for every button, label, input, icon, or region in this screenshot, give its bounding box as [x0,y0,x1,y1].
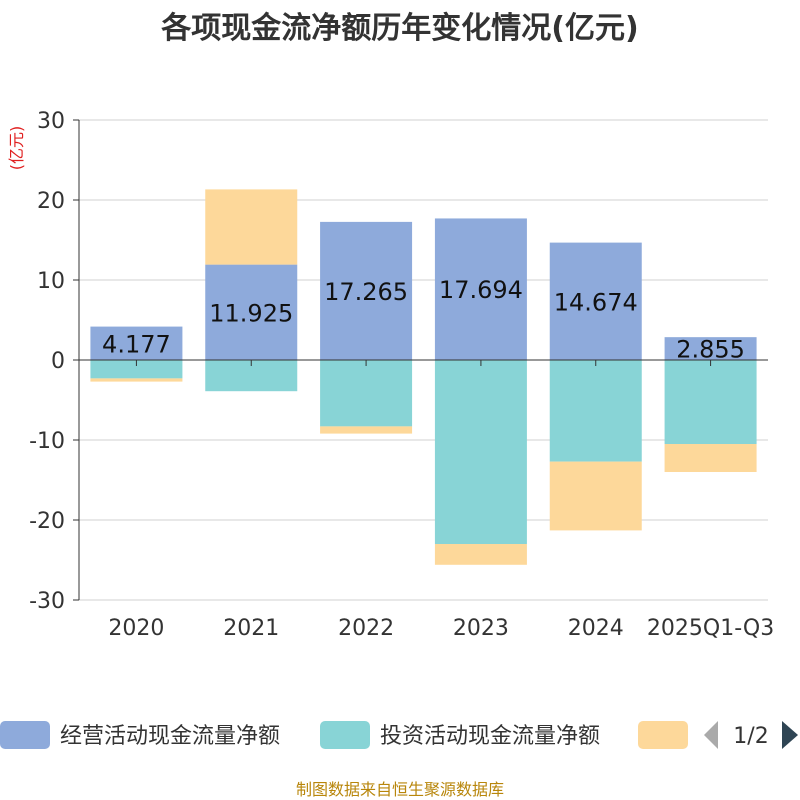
axes: 30 20 10 0 -10 -20 -30 2020 2021 2022 2023 2024 2025… [29,109,774,641]
data-label: 17.265 [324,278,408,306]
y-tick-label: -20 [29,509,65,534]
x-tick-label: 2023 [453,616,509,641]
y-tick-label: 30 [37,109,65,134]
bar-1-2020[interactable] [90,326,183,360]
legend-pager[interactable]: 1/2 [704,721,798,749]
legend-swatch[interactable] [638,721,688,749]
bar-3-2023[interactable] [434,544,527,565]
bars [90,189,757,565]
data-label: 4.177 [102,330,171,358]
bar-1-2025Q1-Q3[interactable] [664,337,757,360]
y-tick-label: 0 [51,349,65,374]
x-tick-label: 2025Q1-Q3 [647,616,774,641]
legend-label[interactable]: 经营活动现金流量净额 [60,724,280,749]
y-tick-label: -30 [29,589,65,614]
legend-page-indicator: 1/2 [733,724,768,749]
x-tick-label: 2020 [108,616,164,641]
bar-3-2020[interactable] [90,378,183,382]
gridlines [79,119,768,601]
chart-title: 各项现金流净额历年变化情况(亿元) [160,11,638,46]
legend-swatch[interactable] [0,721,50,749]
bar-3-2025Q1-Q3[interactable] [664,444,757,472]
bar-1-2021[interactable] [205,264,298,360]
legend-next-page-icon[interactable] [782,721,798,749]
bar-2-2023[interactable] [434,360,527,544]
bar-3-2022[interactable] [320,426,413,434]
bar-3-2021[interactable] [205,189,298,265]
y-axis-unit: (亿元) [7,126,26,171]
bar-3-2024[interactable] [549,461,642,531]
legend-swatch[interactable] [320,721,370,749]
bar-1-2023[interactable] [434,218,527,360]
data-labels: 4.177 11.925 17.265 17.694 14.674 2.855 [102,276,745,363]
bar-2-2025Q1-Q3[interactable] [664,360,757,444]
bar-2-2024[interactable] [549,360,642,462]
data-source: 制图数据来自恒生聚源数据库 [296,780,504,799]
data-label: 17.694 [439,276,523,304]
x-tick-label: 2024 [568,616,624,641]
legend-label[interactable]: 投资活动现金流量净额 [380,724,600,749]
bar-2-2022[interactable] [320,360,413,427]
bar-1-2022[interactable] [320,221,413,360]
bar-2-2020[interactable] [90,360,183,379]
y-tick-label: -10 [29,429,65,454]
data-label: 2.855 [676,336,745,364]
data-label: 14.674 [554,288,638,316]
x-tick-label: 2022 [338,616,394,641]
legend-prev-page-icon[interactable] [704,721,718,749]
y-tick-label: 20 [37,189,65,214]
y-tick-label: 10 [37,269,65,294]
bar-1-2024[interactable] [549,242,642,360]
x-tick-label: 2021 [223,616,279,641]
legend: 经营活动现金流量净额 投资活动现金流量净额 [0,721,688,749]
data-label: 11.925 [209,299,293,327]
